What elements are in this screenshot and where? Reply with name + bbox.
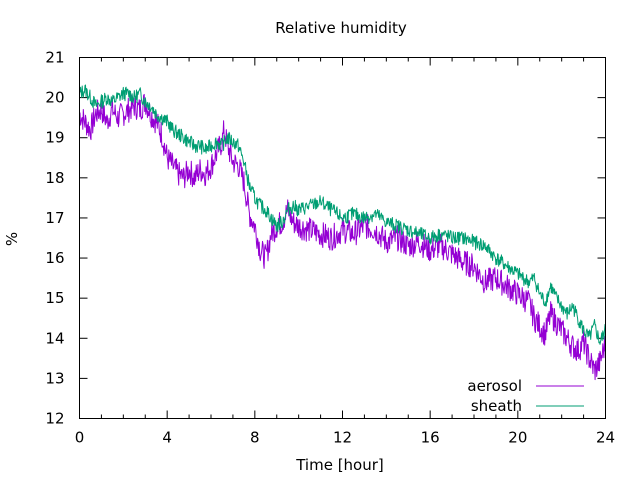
y-tick-label-17: 17 <box>45 209 64 227</box>
x-tick-label-8: 8 <box>250 429 260 447</box>
plot-frame <box>79 57 606 419</box>
y-tick-label-14: 14 <box>45 329 64 347</box>
y-tick-label-15: 15 <box>45 289 64 307</box>
y-tick-label-18: 18 <box>45 169 64 187</box>
x-tick-label-24: 24 <box>596 429 615 447</box>
legend-label-sheath: sheath <box>471 397 522 415</box>
legend: aerosol sheath <box>467 377 584 415</box>
x-tick-label-16: 16 <box>421 429 440 447</box>
x-axis-label: Time [hour] <box>295 456 384 474</box>
y-tick-label-20: 20 <box>45 89 64 107</box>
y-tick-label-13: 13 <box>45 369 64 387</box>
x-tick-label-20: 20 <box>508 429 527 447</box>
y-tick-label-19: 19 <box>45 129 64 147</box>
series-layer <box>79 84 606 381</box>
axis-ticks: 0 4 8 12 16 20 24 12 13 14 15 16 17 18 19 20 21 <box>45 49 615 447</box>
chart-title: Relative humidity <box>275 19 407 37</box>
y-tick-label-21: 21 <box>45 49 64 67</box>
y-axis-label: % <box>3 232 21 246</box>
x-tick-label-4: 4 <box>162 429 172 447</box>
x-tick-label-0: 0 <box>75 429 85 447</box>
legend-label-aerosol: aerosol <box>467 377 522 395</box>
series-line-aerosol <box>79 93 606 381</box>
series-line-sheath <box>79 84 606 345</box>
y-tick-label-12: 12 <box>45 410 64 428</box>
y-tick-label-16: 16 <box>45 249 64 267</box>
x-tick-label-12: 12 <box>333 429 352 447</box>
